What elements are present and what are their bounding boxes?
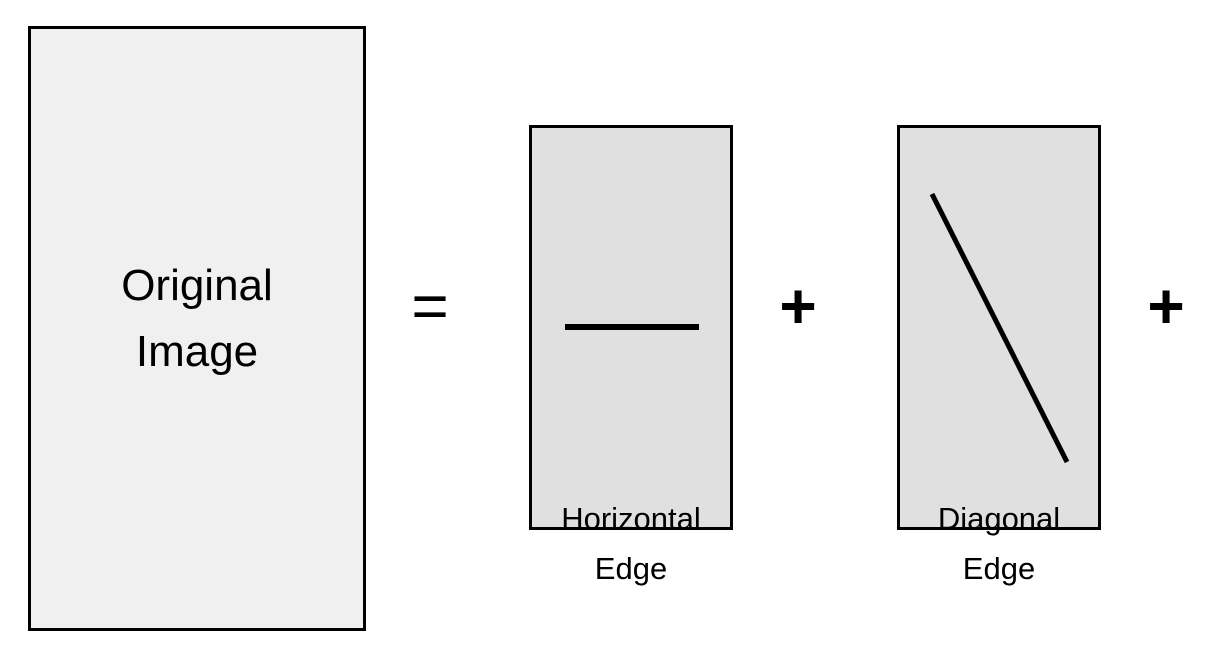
horizontal-edge-label: Horizontal Edge bbox=[529, 494, 733, 594]
original-label-line1: Original bbox=[121, 260, 273, 310]
horizontal-edge-label-line2: Edge bbox=[594, 551, 668, 586]
plus-sign-2: + bbox=[1147, 270, 1185, 342]
diagonal-edge-box bbox=[897, 125, 1101, 530]
diagonal-edge-label-line1: Diagonal bbox=[937, 501, 1061, 536]
original-label-line2: Image bbox=[135, 326, 259, 376]
diagonal-edge-label-line2: Edge bbox=[962, 551, 1036, 586]
original-image-box: Original Image bbox=[28, 26, 366, 631]
plus-sign-1: + bbox=[779, 270, 817, 342]
horizontal-edge-label-line1: Horizontal bbox=[561, 501, 701, 536]
original-image-label: Original Image bbox=[121, 253, 273, 385]
horizontal-edge-box bbox=[529, 125, 733, 530]
equals-sign: = bbox=[411, 270, 449, 342]
diagonal-line-glyph bbox=[929, 192, 1070, 464]
diagonal-edge-label: Diagonal Edge bbox=[897, 494, 1101, 594]
horizontal-line-glyph bbox=[565, 324, 699, 330]
